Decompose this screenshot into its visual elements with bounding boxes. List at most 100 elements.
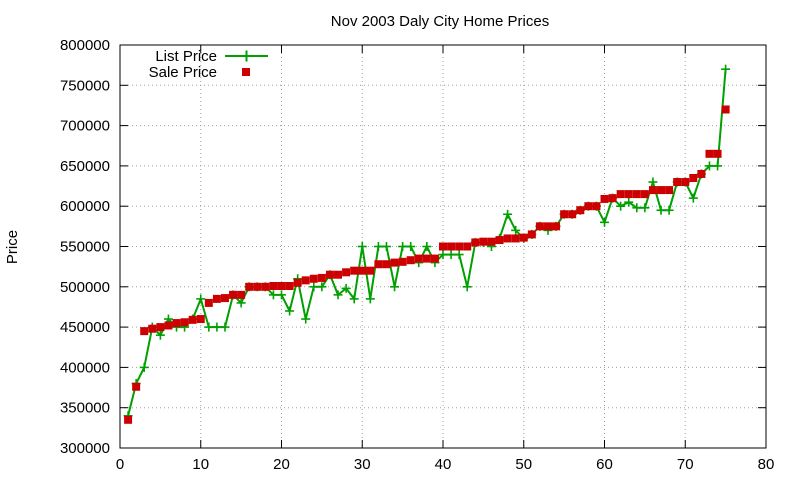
- sale-price-point: [148, 324, 157, 333]
- list-price-point: [616, 201, 626, 211]
- list-price-point: [624, 197, 634, 207]
- list-price-point: [341, 283, 351, 293]
- sale-price-point: [689, 173, 698, 182]
- list-price-point: [236, 298, 246, 308]
- series: [123, 64, 731, 424]
- legend-marker-list-price: [241, 50, 252, 62]
- sale-price-point: [188, 315, 197, 324]
- sale-price-point: [204, 298, 213, 307]
- legend-label-sale-price: Sale Price: [149, 64, 217, 81]
- sale-price-point: [705, 149, 714, 158]
- sale-price-point: [495, 236, 504, 245]
- list-price-point: [721, 64, 731, 74]
- list-price-point: [398, 242, 408, 251]
- sale-price-point: [253, 282, 262, 291]
- list-price-point: [600, 217, 609, 227]
- list-price-point: [406, 242, 416, 251]
- legend: List Price Sale Price: [149, 48, 268, 81]
- x-tick-label: 70: [677, 456, 694, 473]
- sale-price-point: [657, 186, 666, 195]
- list-price-point: [422, 242, 432, 251]
- sale-price-point: [172, 319, 181, 328]
- legend-label-list-price: List Price: [155, 48, 217, 65]
- sale-price-point: [334, 270, 343, 279]
- sale-price-point: [269, 281, 278, 290]
- list-price-point: [220, 322, 230, 332]
- sale-price-point: [414, 254, 423, 263]
- list-price-point: [285, 306, 295, 316]
- list-price-point: [204, 322, 214, 332]
- list-price-point: [632, 203, 642, 213]
- sale-price-point: [648, 186, 657, 195]
- sale-price-point: [390, 258, 399, 267]
- list-price-point: [196, 294, 206, 304]
- sale-price-point: [713, 149, 722, 158]
- sale-price-point: [132, 382, 141, 391]
- list-price-point: [454, 250, 464, 260]
- list-price-point: [688, 193, 698, 203]
- sale-price-point: [430, 254, 439, 263]
- sale-price-point: [721, 105, 730, 114]
- sale-price-point: [422, 254, 431, 263]
- list-price-point: [511, 225, 521, 235]
- sale-price-point: [697, 169, 706, 178]
- sale-price-point: [301, 276, 310, 285]
- x-tick-label: 40: [435, 456, 452, 473]
- sale-price-point: [503, 234, 512, 243]
- sale-price-point: [471, 238, 480, 247]
- sale-price-point: [358, 266, 367, 275]
- sale-price-point: [325, 270, 334, 279]
- sale-price-point: [140, 327, 149, 336]
- list-price-point: [648, 177, 658, 187]
- sale-price-point: [261, 282, 270, 291]
- sale-price-point: [665, 186, 674, 195]
- sale-price-point: [600, 194, 609, 203]
- list-price-point: [390, 282, 400, 292]
- list-price-point: [704, 161, 714, 171]
- list-price-point: [503, 209, 513, 219]
- sale-price-point: [560, 210, 569, 219]
- y-tick-label: 400000: [60, 359, 110, 376]
- list-price-point: [139, 362, 149, 372]
- list-price-point: [333, 290, 343, 300]
- list-price-point: [381, 242, 391, 251]
- y-tick-label: 300000: [60, 440, 110, 457]
- sale-price-point: [527, 230, 536, 239]
- sale-price-point: [342, 268, 351, 277]
- sale-price-point: [220, 294, 229, 303]
- sale-price-point: [608, 194, 617, 203]
- x-tick-label: 10: [192, 456, 209, 473]
- y-tick-label: 350000: [60, 400, 110, 417]
- sale-price-point: [398, 257, 407, 266]
- list-price-point: [317, 282, 327, 292]
- list-price-point: [438, 250, 448, 260]
- sale-price-point: [568, 210, 577, 219]
- y-tick-label: 450000: [60, 319, 110, 336]
- list-price-point: [212, 322, 222, 332]
- sale-price-point: [309, 274, 318, 283]
- sale-price-point: [640, 190, 649, 199]
- list-price-point: [301, 314, 311, 324]
- axis-ticks: 300000 350000 400000 450000 500000 550000 6000…: [60, 37, 774, 473]
- sale-price-point: [317, 273, 326, 282]
- sale-price-point: [366, 266, 375, 275]
- sale-price-point: [237, 290, 246, 299]
- sale-price-point: [196, 315, 205, 324]
- sale-price-point: [350, 266, 359, 275]
- y-tick-label: 800000: [60, 37, 110, 54]
- sale-price-point: [479, 237, 488, 246]
- list-price-point: [713, 161, 723, 171]
- y-tick-label: 650000: [60, 158, 110, 175]
- sale-price-point: [535, 222, 544, 231]
- list-price-point: [664, 205, 674, 215]
- x-tick-label: 0: [116, 456, 124, 473]
- sale-price-point: [212, 294, 221, 303]
- sale-price-point: [511, 234, 520, 243]
- sale-price-point: [439, 242, 447, 251]
- x-tick-label: 60: [596, 456, 613, 473]
- chart-title: Nov 2003 Daly City Home Prices: [331, 13, 549, 30]
- y-axis-label: Price: [4, 230, 21, 264]
- y-tick-label: 550000: [60, 239, 110, 256]
- x-tick-label: 20: [273, 456, 290, 473]
